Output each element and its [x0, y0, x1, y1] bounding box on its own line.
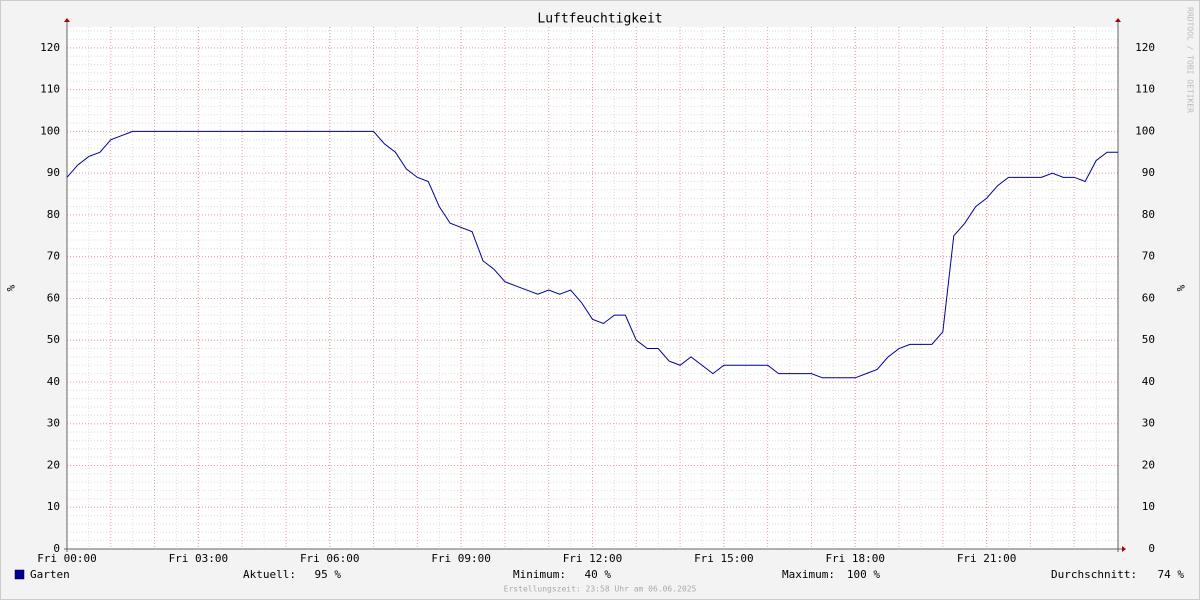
y-tick-label: 30: [1142, 417, 1155, 430]
y-tick-label: 20: [1142, 458, 1155, 471]
legend-swatch: [14, 569, 25, 580]
y-tick-label: 70: [47, 250, 60, 263]
x-tick-label: Fri 00:00: [37, 552, 97, 565]
stat-label: Minimum:: [513, 568, 566, 581]
y-tick-label: 120: [40, 41, 60, 54]
axis-arrow: [64, 18, 70, 22]
y-tick-label: 40: [1142, 375, 1155, 388]
x-tick-label: Fri 15:00: [694, 552, 754, 565]
y-tick-label: 50: [1142, 333, 1155, 346]
y-tick-label: 90: [1142, 166, 1155, 179]
data-line: [66, 130, 1118, 379]
y-tick-label: 70: [1142, 250, 1155, 263]
y-tick-label: 10: [1142, 500, 1155, 513]
stat-value: 100 %: [847, 568, 880, 581]
x-tick-label: Fri 06:00: [300, 552, 360, 565]
y-tick-label: 100: [40, 124, 60, 137]
legend-label: Garten: [30, 568, 70, 581]
y-tick-label: 30: [47, 417, 60, 430]
y-tick-label: 110: [40, 83, 60, 96]
stat-label: Aktuell:: [243, 568, 296, 581]
axis-arrow: [1115, 18, 1121, 22]
y-tick-label: 50: [47, 333, 60, 346]
stat-value: 74 %: [1158, 568, 1185, 581]
chart-title: Luftfeuchtigkeit: [537, 12, 662, 27]
x-tick-label: Fri 21:00: [957, 552, 1017, 565]
y-tick-label: 90: [47, 166, 60, 179]
y-tick-label: 40: [47, 375, 60, 388]
y-tick-label: 0: [53, 542, 60, 555]
y-tick-label: 60: [47, 291, 60, 304]
y-tick-label: 100: [1135, 124, 1155, 137]
y-axis-label: %: [1174, 285, 1187, 292]
x-tick-label: Fri 09:00: [431, 552, 491, 565]
y-tick-label: 80: [1142, 208, 1155, 221]
footer: Erstellungszeit: 23:58 Uhr am 06.06.2025: [504, 585, 697, 594]
y-tick-label: 20: [47, 458, 60, 471]
stat-label: Durchschnitt:: [1051, 568, 1137, 581]
x-tick-label: Fri 18:00: [825, 552, 885, 565]
y-tick-label: 110: [1135, 83, 1155, 96]
y-tick-label: 60: [1142, 291, 1155, 304]
x-tick-label: Fri 12:00: [563, 552, 623, 565]
y-tick-label: 10: [47, 500, 60, 513]
y-tick-label: 120: [1135, 41, 1155, 54]
x-tick-label: Fri 03:00: [169, 552, 229, 565]
stat-value: 40 %: [585, 568, 612, 581]
stat-label: Maximum:: [782, 568, 835, 581]
y-axis-label: %: [4, 285, 17, 292]
watermark: RRDTOOL / TOBI OETIKER: [1186, 7, 1195, 113]
y-tick-label: 0: [1148, 542, 1155, 555]
axis-arrow: [1122, 546, 1126, 552]
y-tick-label: 80: [47, 208, 60, 221]
stat-value: 95 %: [315, 568, 342, 581]
